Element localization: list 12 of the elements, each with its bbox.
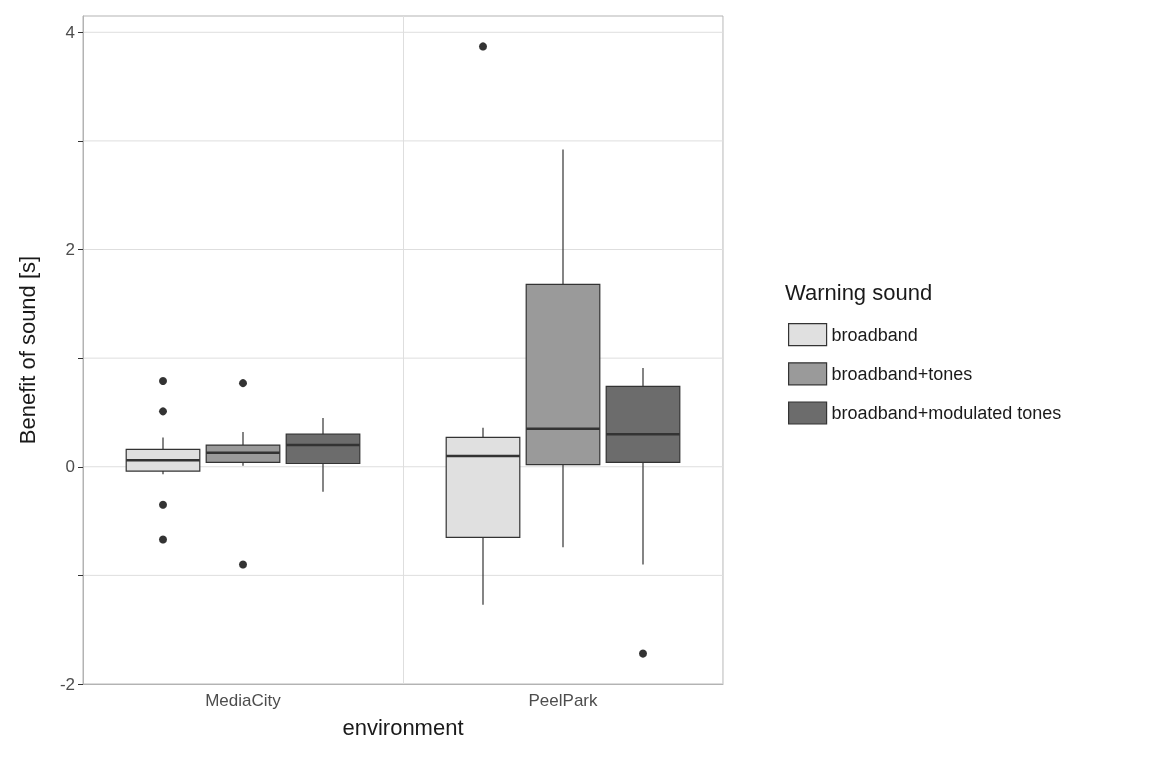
y-tick-label: 4 bbox=[65, 22, 75, 42]
x-tick-label: MediaCity bbox=[205, 691, 282, 710]
y-tick-label: 0 bbox=[65, 457, 75, 477]
y-tick-label: -2 bbox=[59, 674, 75, 694]
x-axis-title: environment bbox=[342, 714, 464, 740]
legend-label: broadband bbox=[831, 324, 918, 345]
legend-label: broadband+tones bbox=[831, 363, 973, 384]
y-tick-label: 2 bbox=[65, 240, 75, 260]
y-axis-title: Benefit of sound [s] bbox=[14, 255, 40, 445]
x-tick-label: PeelPark bbox=[528, 691, 598, 710]
legend-label: broadband+modulated tones bbox=[831, 403, 1062, 423]
legend-title: Warning sound bbox=[785, 279, 933, 305]
